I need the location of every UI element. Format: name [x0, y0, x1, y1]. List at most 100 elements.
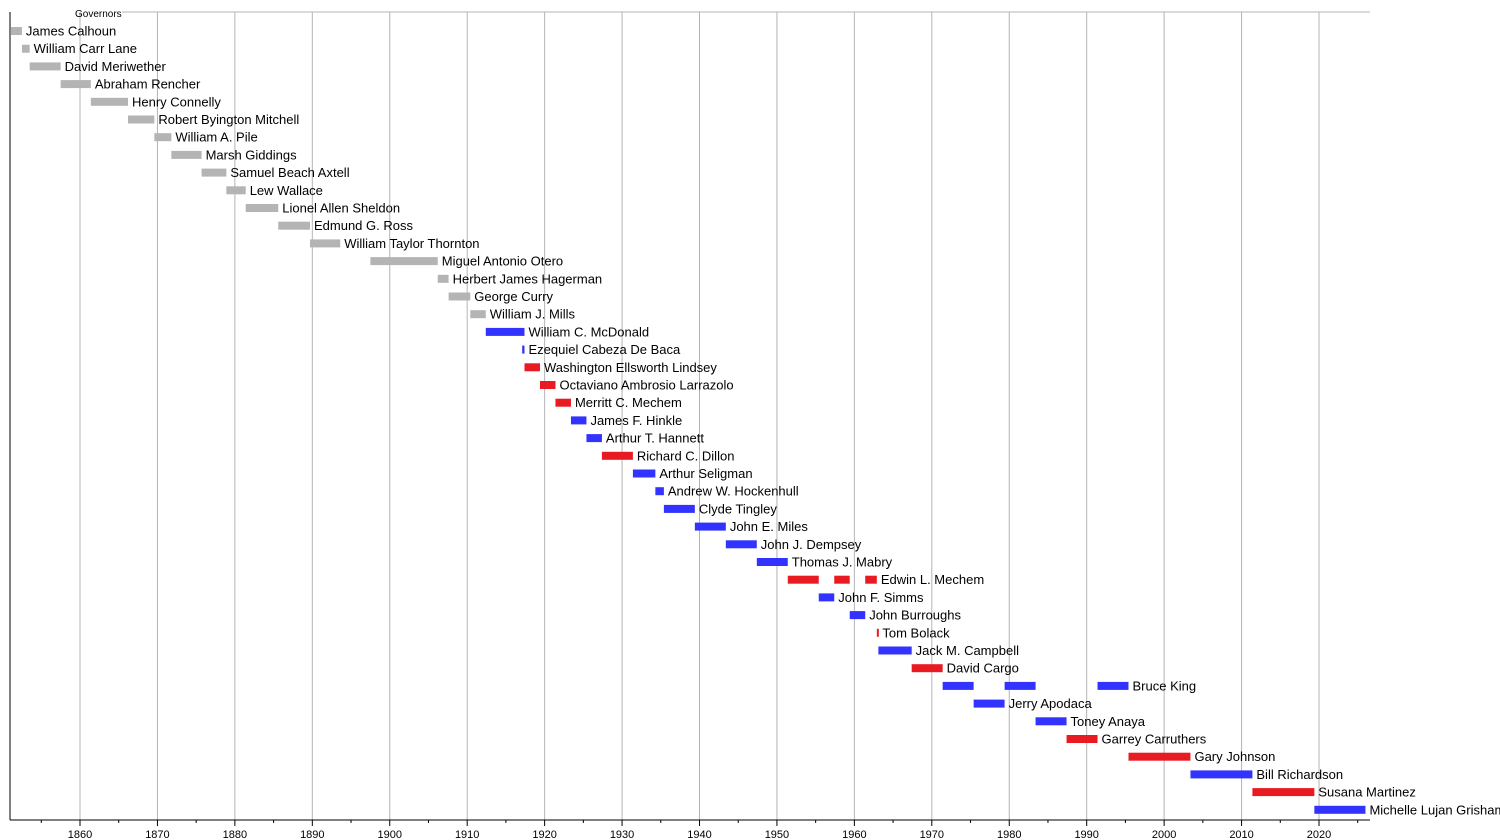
governor-label: George Curry: [474, 289, 553, 304]
term-bar: [470, 310, 486, 319]
x-tick-label: 1950: [765, 829, 789, 840]
governor-label: Lew Wallace: [250, 183, 323, 198]
x-tick-label: 1920: [532, 829, 556, 840]
governor-label: Ezequiel Cabeza De Baca: [528, 342, 681, 357]
term-bar: [911, 664, 943, 673]
governor-label: William C. McDonald: [528, 324, 649, 339]
term-bar: [309, 239, 341, 248]
governor-label: James F. Hinkle: [590, 413, 682, 428]
term-bar: [787, 575, 819, 584]
bar-labels: James Calhoun William Carr Lane David Meri…: [26, 24, 1500, 818]
term-bar: [278, 221, 310, 230]
grid-lines: [79, 12, 1320, 820]
x-tick-label: 1900: [378, 829, 402, 840]
governor-label: Richard C. Dillon: [637, 448, 735, 463]
x-tick-label: 1860: [68, 829, 92, 840]
governor-label: Jack M. Campbell: [916, 643, 1019, 658]
x-tick-label: 1910: [455, 829, 479, 840]
governor-label: David Cargo: [947, 661, 1019, 676]
governor-label: Arthur T. Hannett: [606, 431, 704, 446]
term-bar: [1066, 735, 1098, 743]
governor-label: Andrew W. Hockenhull: [668, 484, 799, 499]
term-bar: [10, 27, 22, 35]
x-tick-label: 2010: [1229, 829, 1253, 840]
term-bar: [818, 593, 835, 602]
term-bar: [171, 150, 202, 159]
term-bar: [21, 44, 30, 53]
governor-label: Washington Ellsworth Lindsey: [544, 360, 717, 375]
x-tick-label: 1990: [1074, 829, 1098, 840]
governor-label: David Meriwether: [65, 59, 167, 74]
governor-label: Lionel Allen Sheldon: [282, 201, 400, 216]
x-tick-label: 1930: [610, 829, 634, 840]
governor-label: James Calhoun: [26, 24, 116, 39]
term-bar: [29, 62, 61, 71]
governor-label: Henry Connelly: [132, 94, 221, 109]
governor-label: Garrey Carruthers: [1102, 732, 1207, 747]
term-bar: [878, 646, 912, 655]
x-tick-label: 1970: [920, 829, 944, 840]
x-tick-label: 2020: [1307, 829, 1331, 840]
governor-label: Marsh Giddings: [206, 147, 298, 162]
term-bar: [865, 575, 877, 584]
x-tick-label: 1880: [223, 829, 247, 840]
term-bar: [524, 363, 540, 372]
governor-label: John E. Miles: [730, 519, 809, 534]
term-bar: [437, 274, 449, 283]
term-bar: [485, 327, 525, 336]
term-bar: [725, 540, 757, 549]
governor-label: Arthur Seligman: [659, 466, 752, 481]
x-tick-label: 1890: [300, 829, 324, 840]
term-bar: [1035, 717, 1067, 726]
term-bar: [154, 133, 172, 142]
term-bar: [601, 451, 633, 460]
governor-label: Robert Byington Mitchell: [158, 112, 299, 127]
governor-label: Bill Richardson: [1256, 767, 1343, 782]
term-bar: [1128, 752, 1191, 761]
term-bar: [876, 628, 879, 637]
term-bar: [90, 97, 129, 106]
x-tick-label: 1870: [145, 829, 169, 840]
chart-title: Governors: [75, 9, 122, 20]
x-tick-label: 2000: [1152, 829, 1176, 840]
bars: [10, 27, 1366, 814]
governor-label: William J. Mills: [490, 307, 576, 322]
governor-label: Miguel Antonio Otero: [442, 254, 563, 269]
term-bar: [555, 398, 571, 407]
term-bar: [570, 416, 587, 425]
governor-label: Jerry Apodaca: [1009, 696, 1093, 711]
term-bar: [1097, 681, 1129, 690]
term-bar: [834, 575, 850, 584]
term-bar: [849, 611, 866, 620]
term-bar: [655, 487, 664, 496]
term-bar: [663, 504, 695, 513]
governor-label: John F. Simms: [838, 590, 924, 605]
x-tick-label: 1980: [997, 829, 1021, 840]
term-bar: [448, 292, 471, 301]
governor-label: Toney Anaya: [1071, 714, 1146, 729]
governor-label: William Carr Lane: [34, 41, 137, 56]
governor-label: Edmund G. Ross: [314, 218, 413, 233]
term-bar: [60, 80, 91, 89]
governor-label: Clyde Tingley: [699, 501, 778, 516]
term-bar: [586, 434, 602, 443]
governor-label: John Burroughs: [869, 608, 961, 623]
term-bar: [973, 699, 1005, 708]
term-bar: [1190, 770, 1253, 779]
term-bar: [370, 257, 438, 266]
governor-label: John J. Dempsey: [761, 537, 862, 552]
term-bar: [201, 168, 227, 177]
governor-label: Bruce King: [1133, 678, 1197, 693]
term-bar: [632, 469, 656, 478]
governor-label: Edwin L. Mechem: [881, 572, 984, 587]
x-tick-label: 1940: [687, 829, 711, 840]
term-bar: [1252, 788, 1315, 797]
governor-label: Tom Bolack: [882, 625, 950, 640]
term-bar: [756, 558, 788, 566]
governor-label: Octaviano Ambrosio Larrazolo: [559, 378, 733, 393]
term-bar: [522, 345, 525, 354]
governor-label: William Taylor Thornton: [344, 236, 479, 251]
term-bar: [226, 186, 246, 195]
axes: 1860 1870 1880 1890 1900 1910 1920 1930 1940 1950…: [9, 11, 1370, 840]
governor-label: Susana Martinez: [1318, 785, 1416, 800]
